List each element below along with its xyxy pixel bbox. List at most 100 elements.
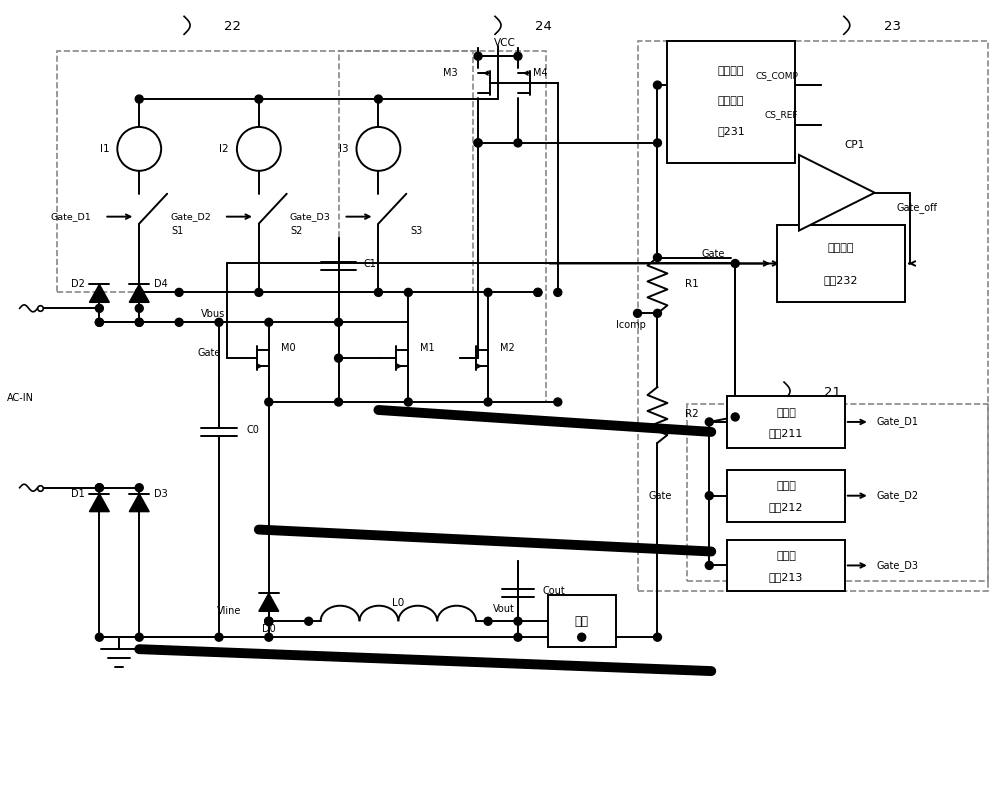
Circle shape: [514, 139, 522, 147]
Text: I3: I3: [339, 144, 349, 154]
Circle shape: [534, 288, 542, 296]
Text: -: -: [803, 207, 807, 217]
Text: 块231: 块231: [717, 126, 745, 136]
Text: 延时子: 延时子: [776, 481, 796, 492]
Circle shape: [135, 484, 143, 492]
Circle shape: [474, 139, 482, 147]
Text: D3: D3: [154, 488, 168, 499]
Polygon shape: [89, 493, 109, 512]
Text: R2: R2: [685, 409, 699, 419]
Text: +: +: [800, 168, 810, 178]
Text: Gate_D1: Gate_D1: [877, 416, 919, 428]
Circle shape: [514, 617, 522, 625]
Circle shape: [653, 254, 661, 262]
Text: R1: R1: [685, 279, 699, 289]
Text: Vbus: Vbus: [201, 309, 225, 319]
Circle shape: [335, 354, 343, 362]
Circle shape: [374, 288, 382, 296]
Text: 功率管电: 功率管电: [718, 66, 744, 76]
Circle shape: [95, 484, 103, 492]
Circle shape: [705, 418, 713, 426]
Text: Gate: Gate: [198, 348, 221, 358]
Circle shape: [404, 398, 412, 406]
Circle shape: [514, 633, 522, 642]
Bar: [57, 51, 473, 292]
Text: M1: M1: [420, 343, 435, 353]
Text: 24: 24: [535, 19, 552, 32]
Text: 逻辑驱动: 逻辑驱动: [828, 242, 854, 253]
Text: D4: D4: [154, 279, 168, 289]
Text: Gate_D3: Gate_D3: [877, 560, 919, 571]
Text: CS_REF: CS_REF: [764, 110, 798, 120]
Circle shape: [335, 398, 343, 406]
Circle shape: [653, 633, 661, 642]
Circle shape: [135, 318, 143, 326]
Bar: [727, 470, 845, 522]
Circle shape: [265, 398, 273, 406]
Circle shape: [237, 127, 281, 171]
Text: CP1: CP1: [845, 140, 865, 150]
Polygon shape: [89, 284, 109, 302]
Bar: [667, 41, 795, 163]
Text: 23: 23: [884, 19, 901, 32]
Circle shape: [374, 95, 382, 103]
Text: C0: C0: [247, 425, 260, 435]
Bar: [339, 51, 546, 402]
Text: Gate_D1: Gate_D1: [51, 212, 91, 221]
Text: Gate_D2: Gate_D2: [170, 212, 211, 221]
Circle shape: [265, 617, 273, 625]
Circle shape: [705, 492, 713, 500]
Text: D2: D2: [71, 279, 84, 289]
Circle shape: [484, 398, 492, 406]
Text: I1: I1: [100, 144, 109, 154]
Text: Vout: Vout: [493, 604, 515, 614]
Text: D1: D1: [71, 488, 84, 499]
Circle shape: [265, 633, 273, 642]
Text: M4: M4: [533, 68, 547, 78]
Circle shape: [135, 318, 143, 326]
Text: Gate_D2: Gate_D2: [877, 490, 919, 501]
Text: S3: S3: [410, 226, 423, 236]
Text: L0: L0: [392, 599, 404, 608]
Circle shape: [175, 318, 183, 326]
Circle shape: [731, 413, 739, 421]
Circle shape: [95, 633, 103, 642]
Circle shape: [356, 127, 400, 171]
Circle shape: [335, 318, 343, 326]
Polygon shape: [129, 493, 149, 512]
Bar: [727, 539, 845, 591]
Circle shape: [578, 633, 586, 642]
Circle shape: [484, 288, 492, 296]
Circle shape: [95, 318, 103, 326]
Circle shape: [265, 617, 273, 625]
Circle shape: [95, 318, 103, 326]
Text: Icomp: Icomp: [616, 320, 645, 330]
Bar: [687, 404, 988, 582]
Circle shape: [95, 305, 103, 313]
Text: M0: M0: [281, 343, 295, 353]
Circle shape: [135, 288, 143, 296]
Text: 延时子: 延时子: [776, 551, 796, 561]
Circle shape: [175, 288, 183, 296]
Circle shape: [135, 633, 143, 642]
Circle shape: [731, 259, 739, 267]
Circle shape: [215, 633, 223, 642]
Text: I2: I2: [219, 144, 229, 154]
Circle shape: [255, 95, 263, 103]
Polygon shape: [799, 155, 875, 231]
Circle shape: [514, 52, 522, 60]
Circle shape: [135, 305, 143, 313]
Text: Cout: Cout: [543, 586, 566, 596]
Text: AC-IN: AC-IN: [7, 393, 34, 403]
Text: Gate_off: Gate_off: [897, 202, 938, 213]
Text: Gate_D3: Gate_D3: [290, 212, 331, 221]
Text: Vline: Vline: [217, 607, 241, 616]
Text: S1: S1: [171, 226, 183, 236]
Circle shape: [215, 318, 223, 326]
Text: 单元213: 单元213: [769, 572, 803, 582]
Circle shape: [634, 309, 642, 318]
Circle shape: [653, 309, 661, 318]
Circle shape: [554, 288, 562, 296]
Circle shape: [705, 561, 713, 569]
Circle shape: [404, 288, 412, 296]
